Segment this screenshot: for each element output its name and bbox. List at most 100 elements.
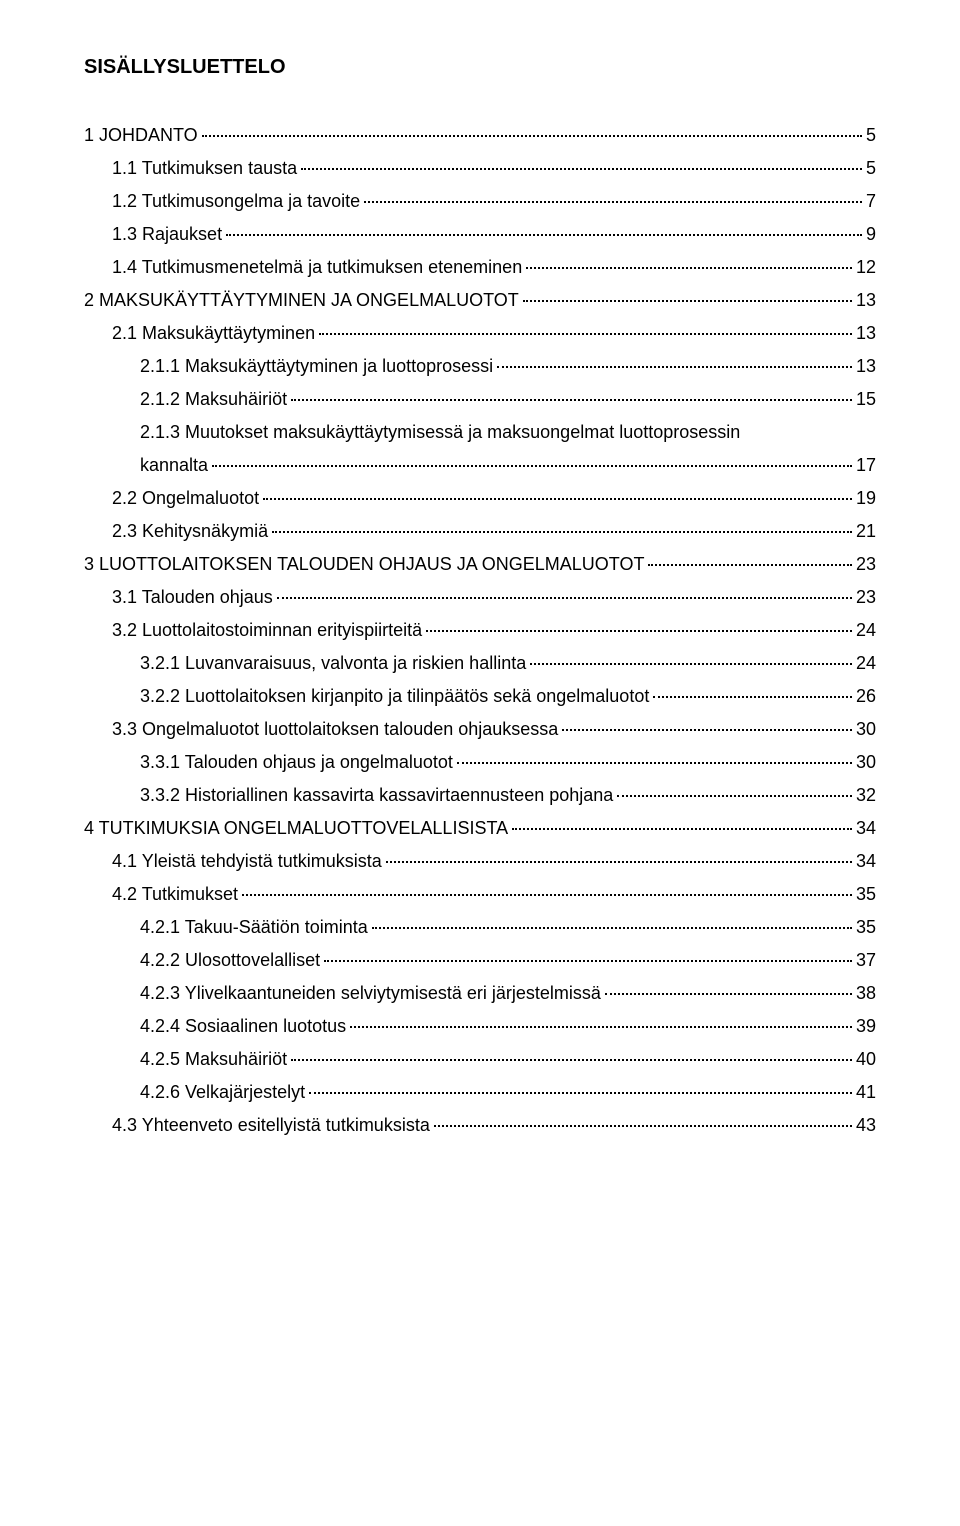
toc-label: 4.2.5 Maksuhäiriöt	[140, 1049, 287, 1070]
toc-page: 41	[856, 1082, 876, 1103]
toc-label: 1.2 Tutkimusongelma ja tavoite	[112, 191, 360, 212]
toc-entry: 4.2.6 Velkajärjestelyt 41	[84, 1082, 876, 1103]
toc-label: 3.3.2 Historiallinen kassavirta kassavir…	[140, 785, 613, 806]
toc-entry: 4.1 Yleistä tehdyistä tutkimuksista34	[84, 851, 876, 872]
toc-label: 4.2.2 Ulosottovelalliset	[140, 950, 320, 971]
toc-leader	[605, 993, 852, 995]
toc-leader	[291, 1059, 852, 1061]
toc-label: 4.2 Tutkimukset	[112, 884, 238, 905]
toc-entry: 3.3.1 Talouden ohjaus ja ongelmaluotot 30	[84, 752, 876, 773]
toc-label: 1.4 Tutkimusmenetelmä ja tutkimuksen ete…	[112, 257, 522, 278]
toc-label: 4.2.6 Velkajärjestelyt	[140, 1082, 305, 1103]
toc-leader	[562, 729, 852, 731]
toc-entry: 3.2.1 Luvanvaraisuus, valvonta ja riskie…	[84, 653, 876, 674]
toc-leader	[277, 597, 852, 599]
toc-label: kannalta	[140, 455, 208, 476]
toc-page: 12	[856, 257, 876, 278]
toc-leader	[319, 333, 852, 335]
toc-leader	[309, 1092, 852, 1094]
toc-label: 3.3 Ongelmaluotot luottolaitoksen taloud…	[112, 719, 558, 740]
toc-entry: 2.3 Kehitysnäkymiä 21	[84, 521, 876, 542]
toc-leader	[426, 630, 852, 632]
toc-page: 32	[856, 785, 876, 806]
toc-label: 3.2.2 Luottolaitoksen kirjanpito ja tili…	[140, 686, 649, 707]
toc-page: 9	[866, 224, 876, 245]
toc-page: 21	[856, 521, 876, 542]
toc-page: 19	[856, 488, 876, 509]
toc-label: 2.1 Maksukäyttäytyminen	[112, 323, 315, 344]
toc-leader	[301, 168, 862, 170]
toc-page: 24	[856, 653, 876, 674]
toc-entry: 3 LUOTTOLAITOKSEN TALOUDEN OHJAUS JA ONG…	[84, 554, 876, 575]
toc-entry: 1.1 Tutkimuksen tausta 5	[84, 158, 876, 179]
toc-page: 34	[856, 851, 876, 872]
toc-entry: 2.1.2 Maksuhäiriöt15	[84, 389, 876, 410]
toc-page: 35	[856, 917, 876, 938]
toc-entry: 2.1.3 Muutokset maksukäyttäytymisessä ja…	[84, 422, 876, 443]
toc-page: 15	[856, 389, 876, 410]
toc-entry: 4.2.1 Takuu-Säätiön toiminta 35	[84, 917, 876, 938]
toc-page: 5	[866, 125, 876, 146]
toc-leader	[226, 234, 862, 236]
toc-page: 43	[856, 1115, 876, 1136]
toc-leader	[617, 795, 852, 797]
toc-entry: 4.2 Tutkimukset 35	[84, 884, 876, 905]
toc-page: 5	[866, 158, 876, 179]
toc-entry: 2.1.1 Maksukäyttäytyminen ja luottoprose…	[84, 356, 876, 377]
toc-page: 23	[856, 554, 876, 575]
toc-leader	[530, 663, 852, 665]
toc-entry: 3.2.2 Luottolaitoksen kirjanpito ja tili…	[84, 686, 876, 707]
toc-entry: 1.4 Tutkimusmenetelmä ja tutkimuksen ete…	[84, 257, 876, 278]
toc-leader	[291, 399, 852, 401]
toc-leader	[653, 696, 852, 698]
toc-entry: 2.2 Ongelmaluotot 19	[84, 488, 876, 509]
toc-page: 13	[856, 290, 876, 311]
toc-label: 1.3 Rajaukset	[112, 224, 222, 245]
toc-label: 2 MAKSUKÄYTTÄYTYMINEN JA ONGELMALUOTOT	[84, 290, 519, 311]
toc-label: 4.2.4 Sosiaalinen luototus	[140, 1016, 346, 1037]
toc-entry: 3.2 Luottolaitostoiminnan erityispiirtei…	[84, 620, 876, 641]
toc-label: 3 LUOTTOLAITOKSEN TALOUDEN OHJAUS JA ONG…	[84, 554, 644, 575]
toc-entry: 4.2.2 Ulosottovelalliset37	[84, 950, 876, 971]
toc-page: 13	[856, 356, 876, 377]
toc-leader	[272, 531, 852, 533]
toc-page: 26	[856, 686, 876, 707]
toc-entry: 2.1 Maksukäyttäytyminen 13	[84, 323, 876, 344]
toc-label: 2.3 Kehitysnäkymiä	[112, 521, 268, 542]
toc-leader	[242, 894, 852, 896]
toc-page: 30	[856, 752, 876, 773]
toc-page: 38	[856, 983, 876, 1004]
toc-entry: 4 TUTKIMUKSIA ONGELMALUOTTOVELALLISISTA3…	[84, 818, 876, 839]
toc-entry: 3.3.2 Historiallinen kassavirta kassavir…	[84, 785, 876, 806]
toc-leader	[372, 927, 852, 929]
toc-label: 4.2.1 Takuu-Säätiön toiminta	[140, 917, 368, 938]
toc-page: 30	[856, 719, 876, 740]
toc-leader	[648, 564, 851, 566]
toc-page: 24	[856, 620, 876, 641]
toc-page: 13	[856, 323, 876, 344]
toc-entry: 1 JOHDANTO5	[84, 125, 876, 146]
toc-label: 2.1.1 Maksukäyttäytyminen ja luottoprose…	[140, 356, 493, 377]
toc-container: 1 JOHDANTO5 1.1 Tutkimuksen tausta 5 1.2 Tu…	[84, 125, 876, 1136]
toc-leader	[457, 762, 852, 764]
toc-label: 4.3 Yhteenveto esitellyistä tutkimuksist…	[112, 1115, 430, 1136]
toc-leader	[523, 300, 852, 302]
toc-page: 7	[866, 191, 876, 212]
toc-leader	[350, 1026, 852, 1028]
toc-entry-continuation: kannalta 17	[84, 455, 876, 476]
toc-label: 1.1 Tutkimuksen tausta	[112, 158, 297, 179]
toc-entry: 1.3 Rajaukset 9	[84, 224, 876, 245]
toc-entry: 3.3 Ongelmaluotot luottolaitoksen taloud…	[84, 719, 876, 740]
toc-label: 3.3.1 Talouden ohjaus ja ongelmaluotot	[140, 752, 453, 773]
toc-entry: 4.2.5 Maksuhäiriöt40	[84, 1049, 876, 1070]
toc-label: 4 TUTKIMUKSIA ONGELMALUOTTOVELALLISISTA	[84, 818, 508, 839]
toc-leader	[324, 960, 852, 962]
toc-label: 3.2.1 Luvanvaraisuus, valvonta ja riskie…	[140, 653, 526, 674]
toc-leader	[386, 861, 852, 863]
toc-leader	[202, 135, 862, 137]
toc-leader	[263, 498, 852, 500]
toc-page: 35	[856, 884, 876, 905]
toc-page: 17	[856, 455, 876, 476]
toc-page: 39	[856, 1016, 876, 1037]
toc-label: 2.2 Ongelmaluotot	[112, 488, 259, 509]
